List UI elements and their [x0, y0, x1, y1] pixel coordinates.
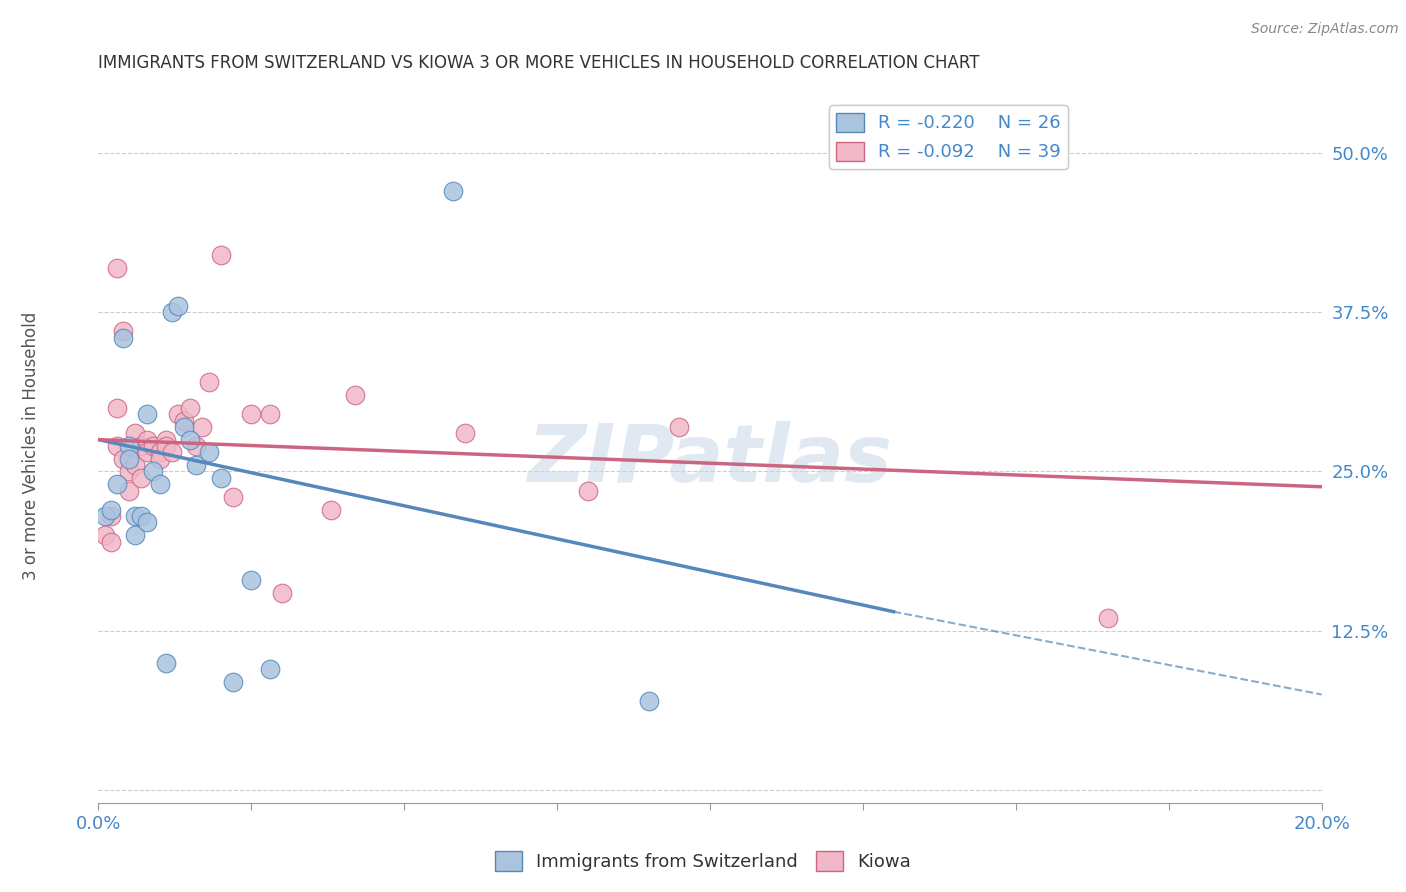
Point — [191, 420, 214, 434]
Point — [197, 376, 219, 390]
Point — [105, 477, 128, 491]
Point — [155, 656, 177, 670]
Point — [1097, 611, 1119, 625]
Point — [160, 305, 183, 319]
Point — [179, 433, 201, 447]
Point — [186, 439, 208, 453]
Point — [149, 445, 172, 459]
Point — [270, 585, 292, 599]
Point — [637, 694, 661, 708]
Point — [344, 388, 367, 402]
Point — [209, 471, 232, 485]
Point — [454, 426, 477, 441]
Point — [179, 401, 201, 415]
Point — [100, 502, 122, 516]
Point — [118, 483, 141, 498]
Point — [124, 458, 146, 472]
Point — [668, 420, 690, 434]
Point — [222, 674, 245, 689]
Point — [155, 433, 177, 447]
Point — [129, 439, 152, 453]
Point — [124, 426, 146, 441]
Point — [576, 483, 599, 498]
Point — [136, 433, 159, 447]
Point — [136, 516, 159, 530]
Point — [111, 331, 134, 345]
Point — [149, 451, 172, 466]
Point — [142, 439, 165, 453]
Point — [105, 439, 128, 453]
Legend: Immigrants from Switzerland, Kiowa: Immigrants from Switzerland, Kiowa — [488, 844, 918, 879]
Point — [167, 299, 190, 313]
Point — [259, 662, 281, 676]
Point — [319, 502, 342, 516]
Point — [136, 445, 159, 459]
Point — [124, 528, 146, 542]
Text: 3 or more Vehicles in Household: 3 or more Vehicles in Household — [22, 312, 41, 580]
Point — [105, 401, 128, 415]
Point — [149, 477, 172, 491]
Point — [105, 260, 128, 275]
Point — [155, 439, 177, 453]
Text: Source: ZipAtlas.com: Source: ZipAtlas.com — [1251, 22, 1399, 37]
Point — [259, 407, 281, 421]
Point — [93, 509, 115, 524]
Point — [209, 248, 232, 262]
Point — [441, 184, 464, 198]
Point — [222, 490, 245, 504]
Point — [100, 509, 122, 524]
Point — [173, 420, 195, 434]
Point — [167, 407, 190, 421]
Point — [129, 509, 152, 524]
Point — [197, 445, 219, 459]
Text: ZIPatlas: ZIPatlas — [527, 421, 893, 500]
Point — [93, 528, 115, 542]
Point — [186, 458, 208, 472]
Point — [173, 413, 195, 427]
Point — [111, 451, 134, 466]
Point — [111, 324, 134, 338]
Point — [136, 407, 159, 421]
Text: IMMIGRANTS FROM SWITZERLAND VS KIOWA 3 OR MORE VEHICLES IN HOUSEHOLD CORRELATION: IMMIGRANTS FROM SWITZERLAND VS KIOWA 3 O… — [98, 54, 980, 71]
Point — [240, 407, 263, 421]
Point — [160, 445, 183, 459]
Point — [129, 471, 152, 485]
Legend: R = -0.220    N = 26, R = -0.092    N = 39: R = -0.220 N = 26, R = -0.092 N = 39 — [830, 105, 1069, 169]
Point — [118, 465, 141, 479]
Point — [124, 509, 146, 524]
Point — [100, 534, 122, 549]
Point — [142, 465, 165, 479]
Point — [118, 439, 141, 453]
Point — [118, 451, 141, 466]
Point — [240, 573, 263, 587]
